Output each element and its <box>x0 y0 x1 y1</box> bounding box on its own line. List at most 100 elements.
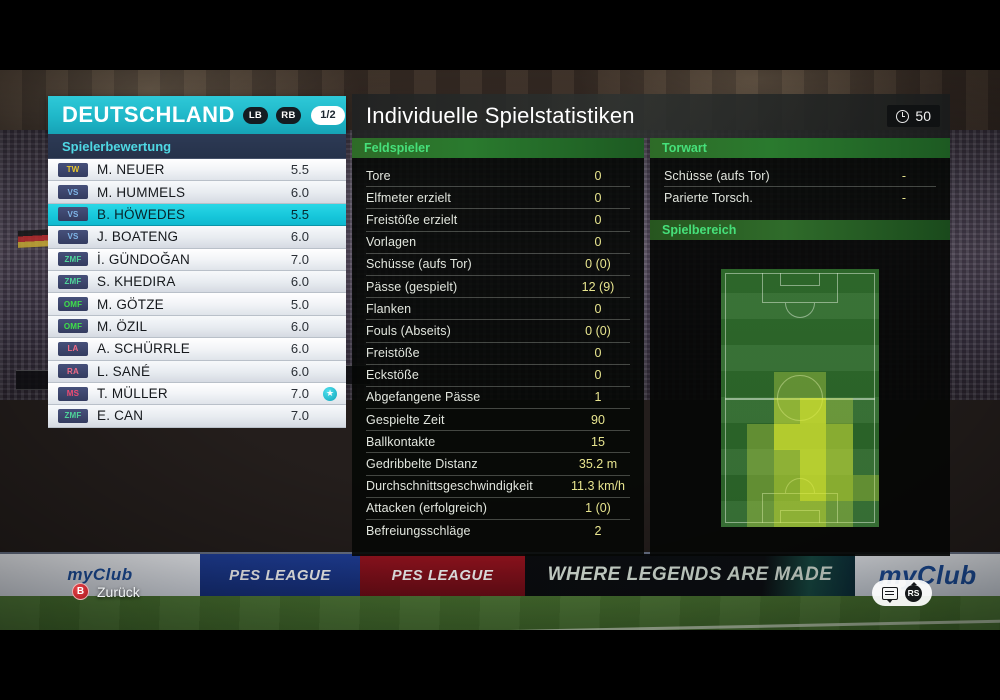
chat-icon <box>882 586 898 603</box>
stat-row: Fouls (Abseits) 0 (0) <box>366 320 630 343</box>
stat-label: Flanken <box>366 301 412 316</box>
goal-box-top <box>780 273 820 286</box>
player-rating: 6.0 <box>290 229 309 245</box>
letterbox-top <box>0 0 1000 70</box>
stat-value: 0 <box>594 168 602 183</box>
player-row[interactable]: ZMF S. KHEDIRA 6.0 <box>48 270 346 294</box>
player-name: M. GÖTZE <box>97 296 164 312</box>
player-row[interactable]: LA A. SCHÜRRLE 6.0 <box>48 338 346 361</box>
stat-value: 0 <box>594 235 602 250</box>
outfield-stat-list: Tore 0 Elfmeter erzielt 0 Freistöße erzielt 0… <box>352 158 644 556</box>
stat-label: Attacken (erfolgreich) <box>366 501 487 516</box>
player-rating-section-header: Spielerbewertung <box>48 134 346 159</box>
stat-label: Freistöße erzielt <box>366 212 458 227</box>
ad-pes-league-2: PES LEAGUE <box>360 554 525 596</box>
heatmap-cell <box>773 398 800 424</box>
stat-row: Gespielte Zeit 90 <box>366 409 630 432</box>
stat-row: Durchschnittsgeschwindigkeit 11.3 km/h <box>366 476 630 498</box>
player-row[interactable]: VS B. HÖWEDES 5.5 <box>48 203 346 227</box>
heatmap-cell <box>747 475 774 502</box>
stat-row: Tore 0 <box>366 165 630 188</box>
control-hint-pill[interactable]: RS <box>872 580 932 606</box>
stat-row: Pässe (gespielt) 12 (9) <box>366 276 630 299</box>
heatmap-container <box>650 240 950 556</box>
player-row[interactable]: ZMF İ. GÜNDOĞAN 7.0 <box>48 248 346 271</box>
stat-row: Schüsse (aufs Tor) 0 (0) <box>366 254 630 276</box>
player-row[interactable]: TW M. NEUER 5.5 <box>48 159 346 182</box>
player-row[interactable]: OMF M. GÖTZE 5.0 <box>48 293 346 316</box>
heatmap-cell <box>773 423 800 450</box>
stat-row: Attacken (erfolgreich) 1 (0) <box>366 498 630 520</box>
stat-label: Schüsse (aufs Tor) <box>366 257 472 272</box>
player-position-badge: OMF <box>58 297 88 312</box>
stats-title-bar: Individuelle Spielstatistiken 50 <box>352 94 950 138</box>
stat-value: 12 (9) <box>581 279 615 294</box>
stat-label: Gespielte Zeit <box>366 412 445 427</box>
stat-row: Elfmeter erzielt 0 <box>366 187 630 210</box>
player-position-badge: RA <box>58 364 88 379</box>
timer-value: 50 <box>915 108 931 124</box>
stat-value: - <box>901 168 907 183</box>
stat-row: Parierte Torsch. - <box>664 187 936 209</box>
lb-bumper-icon[interactable]: LB <box>242 106 268 124</box>
goalkeeper-stat-list: Schüsse (aufs Tor) - Parierte Torsch. - <box>650 158 950 220</box>
stat-value: 11.3 km/h <box>571 479 625 494</box>
stat-value: 15 <box>591 434 605 449</box>
heatmap-cell <box>773 475 800 502</box>
pitch-foreground <box>0 596 1000 630</box>
player-row[interactable]: VS J. BOATENG 6.0 <box>48 226 346 249</box>
player-rating: 5.5 <box>290 206 309 222</box>
player-name: M. HUMMELS <box>97 184 186 200</box>
player-name: B. HÖWEDES <box>97 206 186 222</box>
stat-label: Tore <box>366 168 391 183</box>
back-button-label: Zurück <box>97 583 140 600</box>
page-title: Individuelle Spielstatistiken <box>366 103 635 128</box>
stats-body: Feldspieler Tore 0 Elfmeter erzielt 0 Freist… <box>352 138 950 556</box>
rb-bumper-icon[interactable]: RB <box>275 106 301 124</box>
player-name: A. SCHÜRRLE <box>97 341 190 357</box>
player-list: TW M. NEUER 5.5 VS M. HUMMELS 6.0 VS B. HÖWEDES… <box>48 159 346 428</box>
player-name: T. MÜLLER <box>97 386 168 402</box>
stat-row: Befreiungsschläge 2 <box>366 520 630 542</box>
letterbox-bottom <box>0 630 1000 700</box>
player-position-badge: TW <box>58 162 88 177</box>
heatmap-cell <box>747 423 774 450</box>
player-row[interactable]: MS T. MÜLLER 7.0 ★ <box>48 382 346 406</box>
heatmap-cell <box>800 372 827 398</box>
right-stick-icon: RS <box>905 581 922 602</box>
player-rating: 6.0 <box>290 274 309 290</box>
player-name: S. KHEDIRA <box>97 274 176 290</box>
player-row[interactable]: OMF M. ÖZIL 6.0 <box>48 315 346 339</box>
stat-row: Freistöße 0 <box>366 343 630 365</box>
stat-row: Schüsse (aufs Tor) - <box>664 165 936 188</box>
back-button[interactable]: B Zurück <box>72 583 140 600</box>
player-rating: 6.0 <box>290 318 309 334</box>
stat-value: 1 <box>594 390 602 405</box>
player-position-badge: LA <box>58 341 88 356</box>
player-rating: 7.0 <box>290 251 309 267</box>
team-player-panel: DEUTSCHLAND LB RB 1/2 Spielerbewertung T… <box>48 96 346 428</box>
heatmap-cell <box>826 475 853 502</box>
stat-value: 1 (0) <box>585 501 611 516</box>
stat-value: 0 (0) <box>585 323 611 338</box>
stat-label: Parierte Torsch. <box>664 191 753 206</box>
heatmap-cell <box>800 449 827 476</box>
stat-value: 0 (0) <box>585 257 611 272</box>
player-position-badge: ZMF <box>58 274 88 289</box>
player-row[interactable]: RA L. SANÉ 6.0 <box>48 360 346 383</box>
heatmap-cell <box>800 475 827 502</box>
player-row[interactable]: VS M. HUMMELS 6.0 <box>48 181 346 204</box>
stat-row: Ballkontakte 15 <box>366 431 630 454</box>
player-position-badge: VS <box>58 185 88 200</box>
stat-row: Flanken 0 <box>366 298 630 321</box>
player-position-badge: MS <box>58 386 88 401</box>
player-name: M. NEUER <box>97 162 165 178</box>
stat-label: Eckstöße <box>366 368 419 383</box>
goalkeeper-section-header: Torwart <box>650 138 950 158</box>
heatmap-cell <box>773 372 800 398</box>
player-row[interactable]: ZMF E. CAN 7.0 <box>48 405 346 428</box>
heatmap-cell <box>773 449 800 476</box>
heatmap-cell <box>773 501 800 527</box>
man-of-the-match-star-icon: ★ <box>323 386 337 401</box>
ad-legends: WHERE LEGENDS ARE MADE <box>525 554 855 596</box>
